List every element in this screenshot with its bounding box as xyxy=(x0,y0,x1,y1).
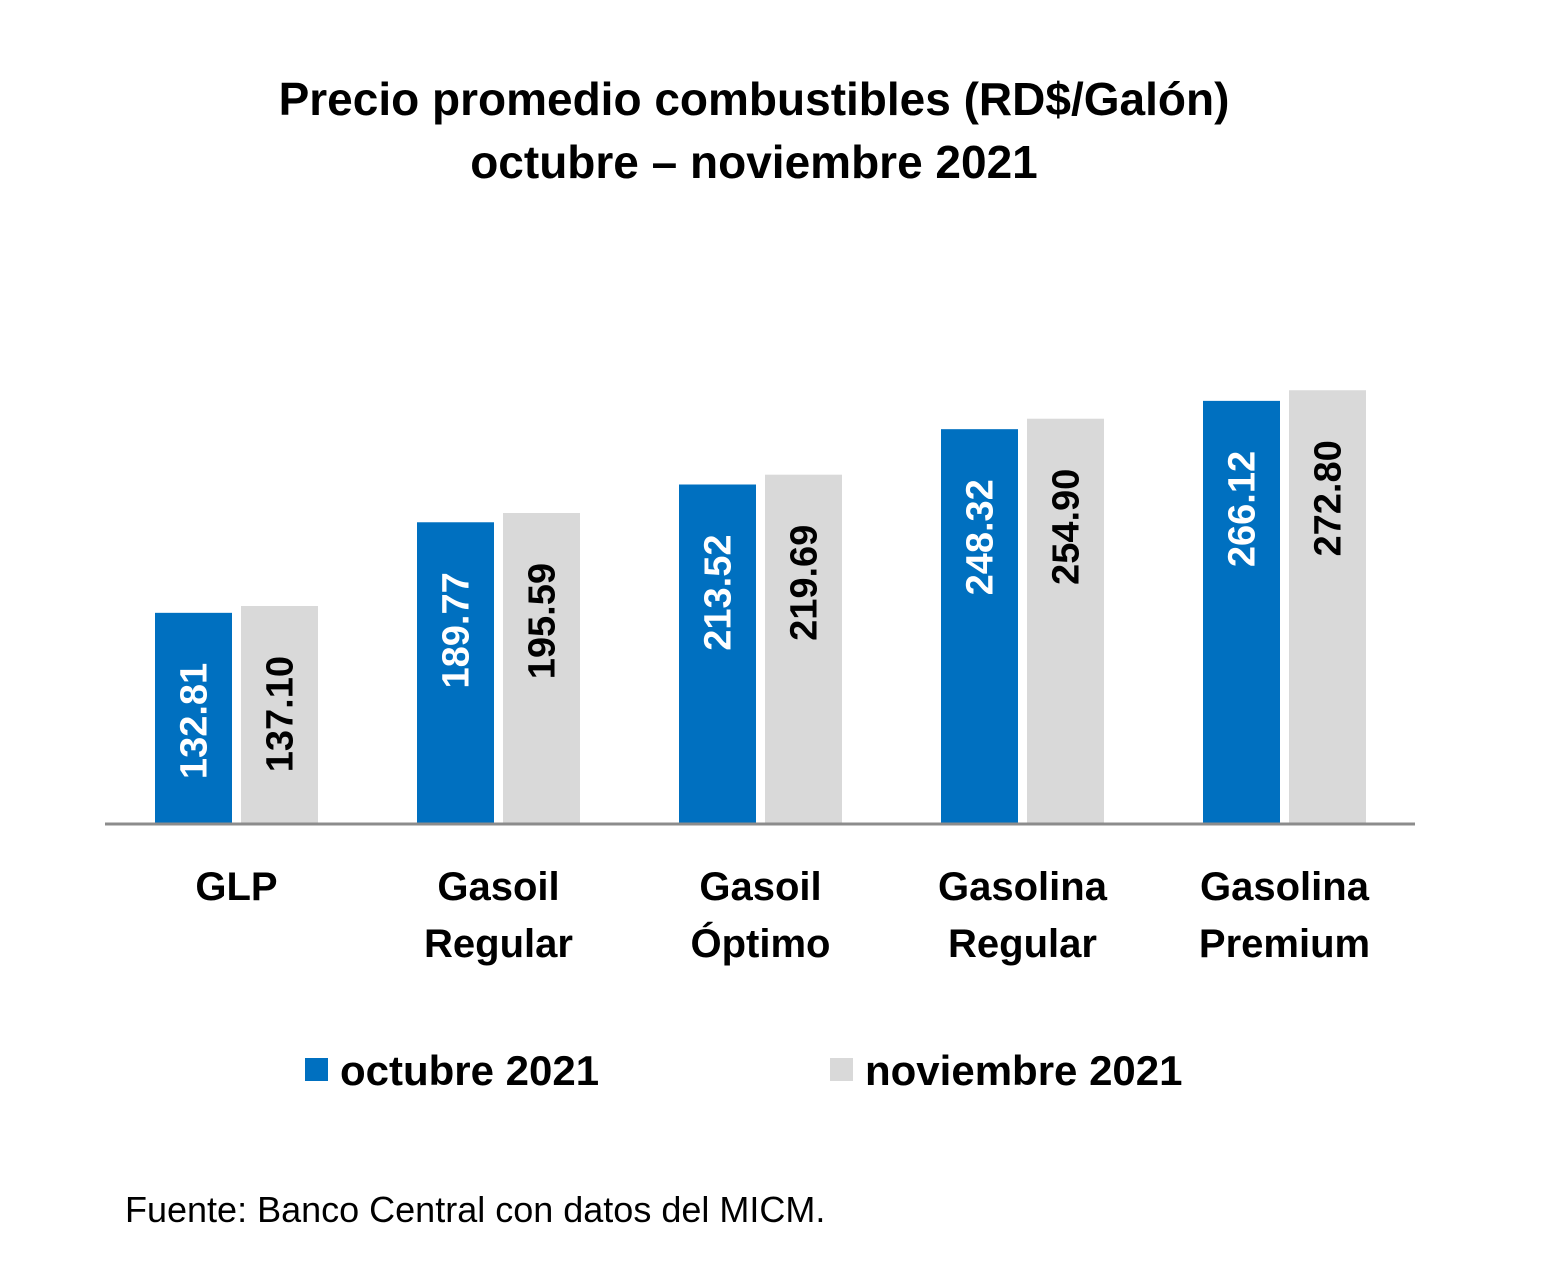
bar-octubre-4 xyxy=(1203,400,1280,824)
data-label: 219.69 xyxy=(784,525,826,641)
data-label: 137.10 xyxy=(260,656,302,772)
category-label: GLP xyxy=(195,865,277,909)
category-label: Óptimo xyxy=(691,920,831,966)
bar-noviembre-4 xyxy=(1289,390,1366,824)
category-label: Gasolina xyxy=(1200,865,1370,909)
chart-title-line-2: octubre – noviembre 2021 xyxy=(470,136,1038,188)
legend: octubre 2021 noviembre 2021 xyxy=(305,1047,1183,1094)
data-label: 189.77 xyxy=(436,572,478,688)
data-label: 132.81 xyxy=(174,663,216,779)
bar-octubre-1 xyxy=(417,522,494,824)
bar-noviembre-0 xyxy=(241,606,318,824)
chart-title-line-1: Precio promedio combustibles (RD$/Galón) xyxy=(279,73,1230,125)
bar-octubre-2 xyxy=(679,484,756,824)
category-label: Premium xyxy=(1199,922,1370,966)
bar-noviembre-2 xyxy=(765,474,842,824)
source-note: Fuente: Banco Central con datos del MICM… xyxy=(125,1189,825,1230)
category-label: Regular xyxy=(424,922,573,966)
data-label: 195.59 xyxy=(522,563,564,679)
legend-label: noviembre 2021 xyxy=(865,1047,1183,1094)
data-label: 248.32 xyxy=(960,479,1002,595)
legend-swatch xyxy=(305,1058,328,1081)
legend-swatch xyxy=(830,1058,853,1081)
category-label: Gasolina xyxy=(938,865,1108,909)
category-label: Gasoil xyxy=(437,865,559,909)
bar-noviembre-1 xyxy=(503,513,580,824)
category-label: Regular xyxy=(948,922,1097,966)
data-label: 254.90 xyxy=(1046,469,1088,585)
data-label: 272.80 xyxy=(1308,440,1350,556)
bar-octubre-0 xyxy=(155,612,232,824)
data-label: 213.52 xyxy=(698,535,740,651)
category-label: Gasoil xyxy=(699,865,821,909)
bar-noviembre-3 xyxy=(1027,418,1104,824)
bar-octubre-3 xyxy=(941,429,1018,824)
legend-label: octubre 2021 xyxy=(340,1047,599,1094)
data-label: 266.12 xyxy=(1222,451,1264,567)
